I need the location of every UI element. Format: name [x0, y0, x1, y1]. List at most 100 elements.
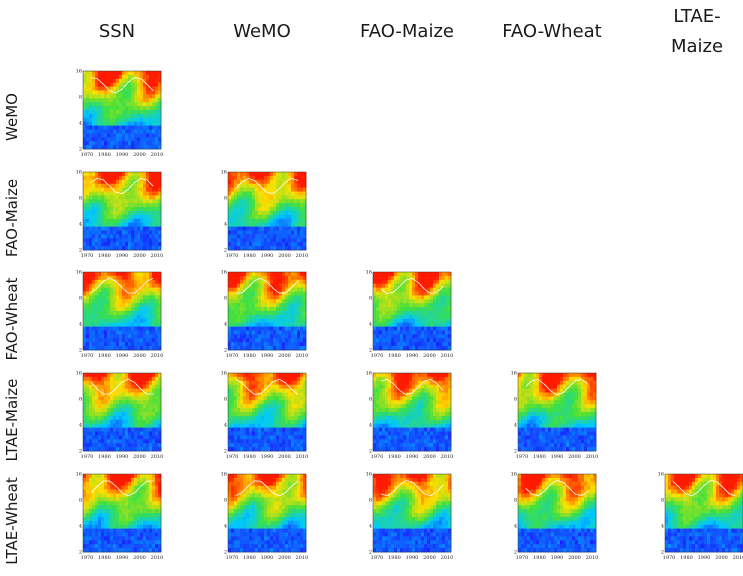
heatmap-cell — [92, 396, 95, 400]
heatmap-cell — [128, 428, 131, 432]
heatmap-cell — [155, 130, 158, 134]
heatmap-cell — [382, 389, 385, 393]
heatmap-cell — [86, 141, 89, 145]
heatmap-cell — [294, 338, 297, 342]
heatmap-cell — [258, 219, 261, 223]
heatmap-cell — [228, 280, 231, 284]
heatmap-cell — [300, 424, 303, 428]
heatmap-cell — [427, 439, 430, 443]
heatmap-cell — [137, 331, 140, 335]
heatmap-cell — [288, 195, 291, 199]
heatmap-cell — [406, 307, 409, 311]
heatmap-cell — [104, 319, 107, 323]
heatmap-cell — [255, 331, 258, 335]
heatmap-cell — [228, 299, 231, 303]
heatmap-cell — [89, 412, 92, 416]
heatmap-cell — [131, 94, 134, 98]
heatmap-cell — [297, 311, 300, 315]
heatmap-cell — [285, 199, 288, 203]
heatmap-cell — [288, 377, 291, 381]
heatmap-cell — [89, 227, 92, 231]
heatmap-cell — [116, 443, 119, 447]
heatmap-cell — [252, 211, 255, 215]
heatmap-cell — [140, 91, 143, 95]
heatmap-cell — [261, 223, 264, 227]
heatmap-cell — [282, 180, 285, 184]
heatmap-cell — [527, 396, 530, 400]
heatmap-cell — [237, 319, 240, 323]
heatmap-cell — [294, 334, 297, 338]
heatmap-cell — [155, 323, 158, 327]
heatmap-cell — [107, 238, 110, 242]
heatmap-cell — [143, 327, 146, 331]
heatmap-cell — [261, 420, 264, 424]
heatmap-cell — [92, 238, 95, 242]
heatmap-cell — [442, 393, 445, 397]
heatmap-cell — [155, 280, 158, 284]
heatmap-cell — [267, 195, 270, 199]
heatmap-cell — [128, 272, 131, 276]
heatmap-cell — [89, 404, 92, 408]
heatmap-cell — [267, 242, 270, 246]
heatmap-cell — [128, 396, 131, 400]
heatmap-cell — [581, 373, 584, 377]
heatmap-cell — [267, 219, 270, 223]
heatmap-cell — [128, 180, 131, 184]
heatmap-cell — [119, 122, 122, 126]
heatmap-cell — [258, 377, 261, 381]
heatmap-cell — [436, 373, 439, 377]
heatmap-cell — [101, 443, 104, 447]
heatmap-cell — [382, 307, 385, 311]
heatmap-cell — [119, 295, 122, 299]
heatmap-cell — [282, 188, 285, 192]
heatmap-cell — [125, 106, 128, 110]
heatmap-cell — [276, 219, 279, 223]
heatmap-cell — [388, 303, 391, 307]
heatmap-cell — [134, 284, 137, 288]
heatmap-cell — [137, 238, 140, 242]
heatmap-cell — [379, 373, 382, 377]
heatmap-cell — [149, 385, 152, 389]
heatmap-cell — [575, 393, 578, 397]
heatmap-cell — [89, 137, 92, 141]
heatmap-cell — [261, 199, 264, 203]
heatmap-cell — [294, 199, 297, 203]
heatmap-cell — [110, 331, 113, 335]
heatmap-cell — [388, 385, 391, 389]
heatmap-cell — [291, 280, 294, 284]
heatmap-cell — [433, 338, 436, 342]
heatmap-cell — [421, 272, 424, 276]
heatmap-cell — [273, 292, 276, 296]
heatmap-cell — [427, 381, 430, 385]
heatmap-cell — [258, 284, 261, 288]
heatmap-cell — [252, 231, 255, 235]
heatmap-cell — [412, 334, 415, 338]
x-tick-label: 2000 — [423, 454, 436, 460]
heatmap-cell — [152, 315, 155, 319]
heatmap-cell — [415, 319, 418, 323]
heatmap-cell — [430, 334, 433, 338]
heatmap-cell — [89, 203, 92, 207]
heatmap-cell — [140, 87, 143, 91]
heatmap-cell — [86, 420, 89, 424]
heatmap-cell — [418, 400, 421, 404]
heatmap-cell — [231, 272, 234, 276]
heatmap-cell — [258, 295, 261, 299]
heatmap-cell — [258, 334, 261, 338]
heatmap-cell — [282, 234, 285, 238]
heatmap-cell — [149, 211, 152, 215]
heatmap-cell — [412, 373, 415, 377]
heatmap-cell — [113, 272, 116, 276]
heatmap-cell — [267, 334, 270, 338]
heatmap-cell — [421, 280, 424, 284]
heatmap-cell — [376, 288, 379, 292]
heatmap-cell — [249, 272, 252, 276]
heatmap-cell — [385, 377, 388, 381]
heatmap-cell — [436, 396, 439, 400]
heatmap-cell — [86, 439, 89, 443]
heatmap-cell — [125, 331, 128, 335]
heatmap-cell — [137, 400, 140, 404]
heatmap-cell — [152, 133, 155, 137]
heatmap-cell — [442, 435, 445, 439]
heatmap-cell — [104, 307, 107, 311]
